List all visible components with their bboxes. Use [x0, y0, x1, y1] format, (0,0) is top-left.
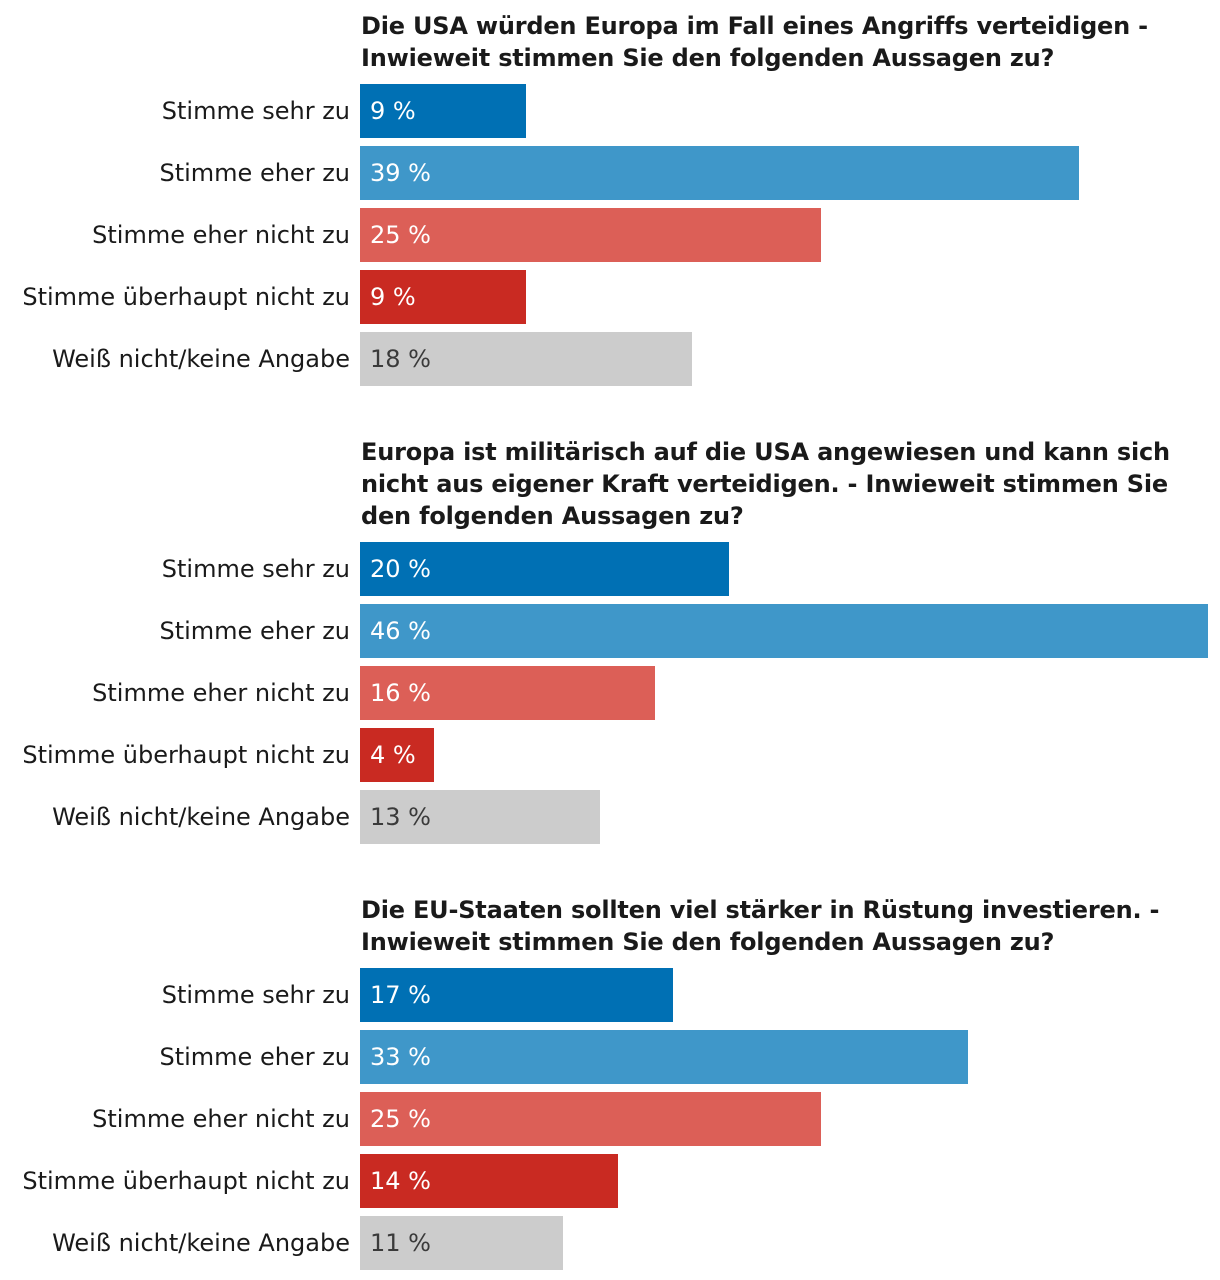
bar: 39 % [360, 146, 1079, 200]
bar-row: Stimme eher zu 46 % [0, 604, 1220, 658]
value-label: 9 % [370, 283, 416, 311]
chart-title-3: Die EU-Staaten sollten viel stärker in R… [361, 896, 1160, 956]
category-label: Stimme eher nicht zu [92, 679, 350, 707]
bar: 4 % [360, 728, 434, 782]
category-label: Stimme überhaupt nicht zu [22, 741, 350, 769]
chart-title-2: Europa ist militärisch auf die USA angew… [361, 438, 1170, 530]
bar: 25 % [360, 208, 821, 262]
category-label: Stimme überhaupt nicht zu [22, 283, 350, 311]
value-label: 25 % [370, 221, 431, 249]
bar-row: Stimme eher zu 39 % [0, 146, 1220, 200]
category-label: Weiß nicht/keine Angabe [52, 345, 350, 373]
chart-title-1: Die USA würden Europa im Fall eines Angr… [361, 12, 1148, 72]
bar: 13 % [360, 790, 600, 844]
category-label: Stimme sehr zu [161, 981, 350, 1009]
category-label: Stimme sehr zu [161, 97, 350, 125]
value-label: 9 % [370, 97, 416, 125]
category-label: Stimme eher zu [159, 1043, 350, 1071]
category-label: Stimme eher nicht zu [92, 1105, 350, 1133]
bar: 20 % [360, 542, 729, 596]
value-label: 14 % [370, 1167, 431, 1195]
bar: 9 % [360, 84, 526, 138]
value-label: 39 % [370, 159, 431, 187]
value-label: 4 % [370, 741, 416, 769]
category-label: Stimme eher zu [159, 159, 350, 187]
value-label: 17 % [370, 981, 431, 1009]
value-label: 16 % [370, 679, 431, 707]
bar: 25 % [360, 1092, 821, 1146]
bar-row: Stimme eher zu 33 % [0, 1030, 1220, 1084]
category-label: Weiß nicht/keine Angabe [52, 803, 350, 831]
value-label: 20 % [370, 555, 431, 583]
bar-row: Stimme sehr zu 20 % [0, 542, 1220, 596]
category-label: Weiß nicht/keine Angabe [52, 1229, 350, 1257]
value-label: 46 % [370, 617, 431, 645]
bar-row: Weiß nicht/keine Angabe 18 % [0, 332, 1220, 386]
bar: 11 % [360, 1216, 563, 1270]
bar: 16 % [360, 666, 655, 720]
bar-row: Stimme eher nicht zu 25 % [0, 1092, 1220, 1146]
bar: 33 % [360, 1030, 968, 1084]
category-label: Stimme überhaupt nicht zu [22, 1167, 350, 1195]
bar-row: Weiß nicht/keine Angabe 11 % [0, 1216, 1220, 1270]
bar-row: Stimme sehr zu 9 % [0, 84, 1220, 138]
bar-row: Stimme überhaupt nicht zu 4 % [0, 728, 1220, 782]
bar: 46 % [360, 604, 1208, 658]
bar-row: Stimme sehr zu 17 % [0, 968, 1220, 1022]
category-label: Stimme sehr zu [161, 555, 350, 583]
bar-row: Weiß nicht/keine Angabe 13 % [0, 790, 1220, 844]
bar: 9 % [360, 270, 526, 324]
value-label: 13 % [370, 803, 431, 831]
value-label: 18 % [370, 345, 431, 373]
value-label: 11 % [370, 1229, 431, 1257]
bar: 14 % [360, 1154, 618, 1208]
bar-row: Stimme überhaupt nicht zu 14 % [0, 1154, 1220, 1208]
category-label: Stimme eher nicht zu [92, 221, 350, 249]
bar-row: Stimme eher nicht zu 25 % [0, 208, 1220, 262]
bar-row: Stimme überhaupt nicht zu 9 % [0, 270, 1220, 324]
bar: 17 % [360, 968, 673, 1022]
category-label: Stimme eher zu [159, 617, 350, 645]
value-label: 33 % [370, 1043, 431, 1071]
value-label: 25 % [370, 1105, 431, 1133]
bar: 18 % [360, 332, 692, 386]
bar-row: Stimme eher nicht zu 16 % [0, 666, 1220, 720]
